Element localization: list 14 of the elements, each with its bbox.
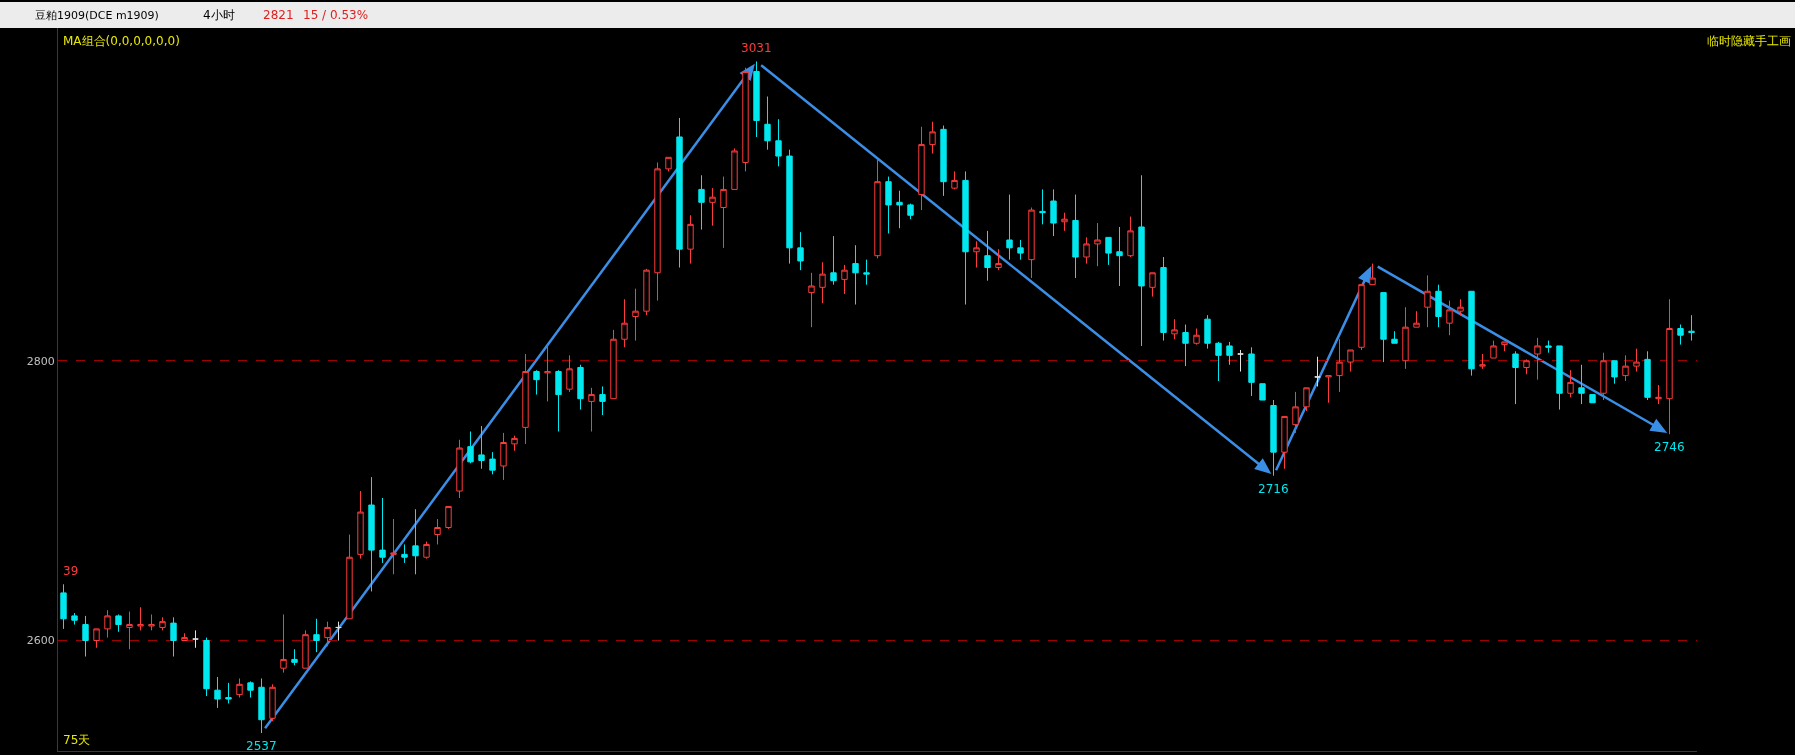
annotation: 3031 xyxy=(741,41,772,55)
annotation: 2537 xyxy=(246,739,277,753)
annotation: 2746 xyxy=(1654,440,1685,454)
y-tick-label: 2600 xyxy=(26,634,55,648)
text: 4小时 xyxy=(203,8,235,22)
annotation: 75天 xyxy=(63,733,91,747)
annotation: 2716 xyxy=(1258,482,1289,496)
y-tick-label: 2800 xyxy=(26,354,55,368)
text: 2821 xyxy=(263,8,294,22)
text: 临时隐藏手工画 xyxy=(1707,34,1791,48)
chart-title: 豆粕1909(DCE m1909) xyxy=(35,9,159,22)
text: 15 / 0.53% xyxy=(303,8,369,22)
annotation: 39 xyxy=(63,564,79,578)
annotation: MA组合(0,0,0,0,0,0) xyxy=(63,34,180,48)
